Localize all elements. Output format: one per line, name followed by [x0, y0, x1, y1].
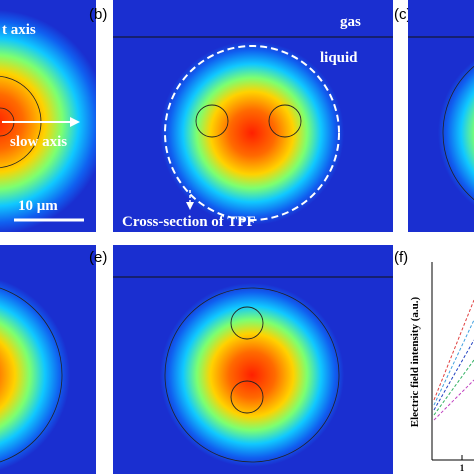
annotation: slow axis	[10, 134, 67, 150]
y-axis-label: Electric field intensity (a.u.)	[409, 296, 421, 427]
annotation: t axis	[2, 22, 36, 38]
panel-e	[113, 245, 393, 474]
annotation: gas	[340, 14, 361, 30]
panel-f: Electric field intensity (a.u.) 1	[409, 262, 474, 473]
panel-c	[408, 0, 474, 232]
panel-b: gas liquid Cross-section of TPF	[113, 0, 393, 232]
x-tick-label: 1	[460, 463, 465, 473]
panel-label: (e)	[89, 249, 107, 266]
scale-bar-label: 10 μm	[18, 198, 58, 214]
panel-label: (c)	[394, 6, 412, 23]
panel-a: t axis slow axis 10 μm	[0, 0, 96, 232]
panel-label: (f)	[394, 249, 408, 266]
annotation: Cross-section of TPF	[122, 214, 256, 230]
panel-label: (b)	[89, 6, 107, 23]
annotation: liquid	[320, 50, 358, 66]
panel-d	[0, 245, 96, 474]
